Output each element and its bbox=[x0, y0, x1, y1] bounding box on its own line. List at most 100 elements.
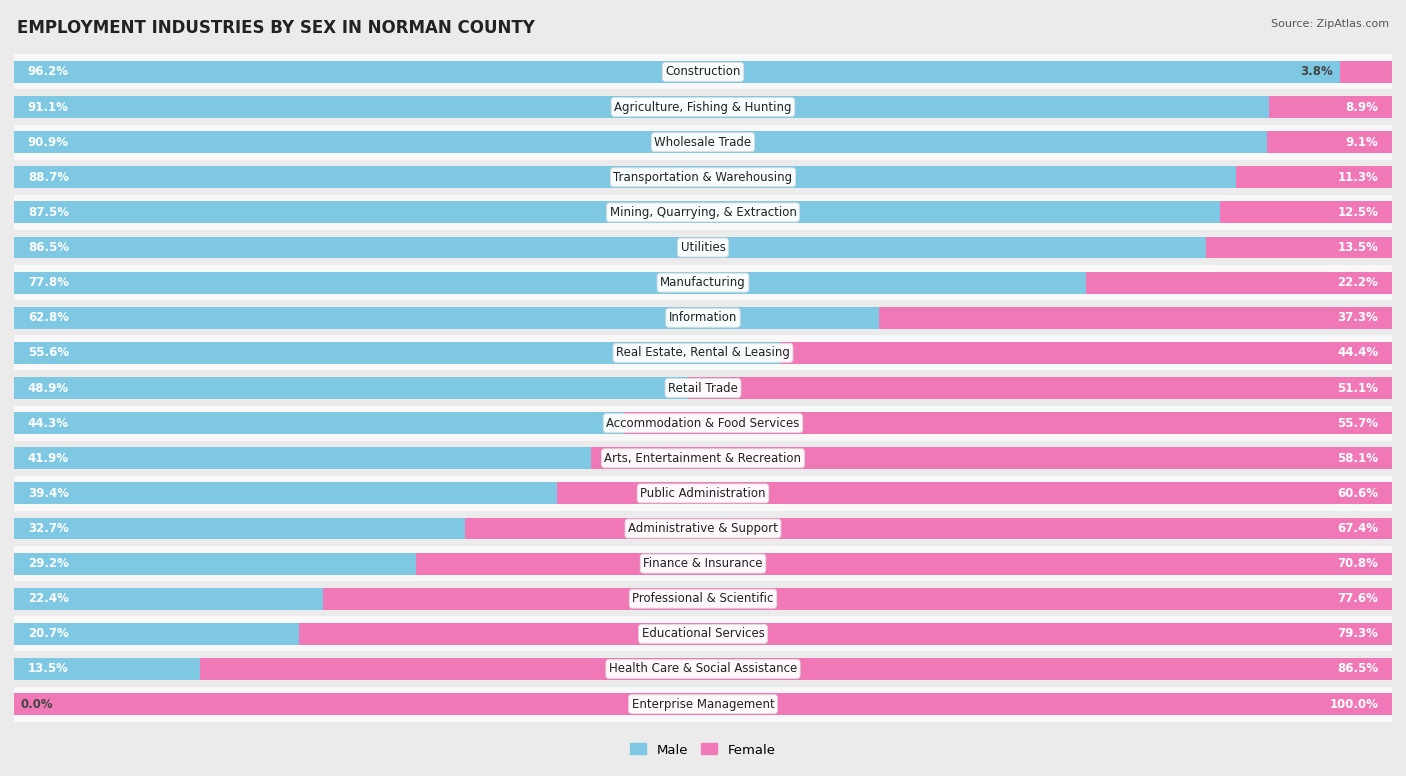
Bar bbox=[14, 518, 464, 539]
Text: 55.6%: 55.6% bbox=[28, 346, 69, 359]
Bar bbox=[14, 651, 1392, 687]
Text: 79.3%: 79.3% bbox=[1337, 627, 1378, 640]
Text: 91.1%: 91.1% bbox=[28, 101, 69, 113]
Bar bbox=[14, 623, 299, 645]
Bar bbox=[14, 687, 1392, 722]
Bar bbox=[14, 61, 1340, 83]
Bar bbox=[780, 342, 1392, 364]
Bar bbox=[592, 447, 1392, 469]
Text: 39.4%: 39.4% bbox=[28, 487, 69, 500]
Text: 77.6%: 77.6% bbox=[1337, 592, 1378, 605]
Bar bbox=[14, 166, 1236, 188]
Text: Wholesale Trade: Wholesale Trade bbox=[654, 136, 752, 149]
Bar bbox=[1220, 202, 1392, 223]
Text: Real Estate, Rental & Leasing: Real Estate, Rental & Leasing bbox=[616, 346, 790, 359]
Text: 70.8%: 70.8% bbox=[1337, 557, 1378, 570]
Bar bbox=[14, 693, 1392, 715]
Bar bbox=[1206, 237, 1392, 258]
Bar bbox=[416, 553, 1392, 574]
Bar bbox=[14, 54, 1392, 89]
Bar bbox=[14, 553, 416, 574]
Text: 13.5%: 13.5% bbox=[1337, 241, 1378, 254]
Bar bbox=[14, 265, 1392, 300]
Bar bbox=[14, 511, 1392, 546]
Text: 90.9%: 90.9% bbox=[28, 136, 69, 149]
Text: 9.1%: 9.1% bbox=[1346, 136, 1378, 149]
Bar bbox=[14, 202, 1220, 223]
Text: 41.9%: 41.9% bbox=[28, 452, 69, 465]
Text: 22.2%: 22.2% bbox=[1337, 276, 1378, 289]
Bar bbox=[14, 300, 1392, 335]
Text: Arts, Entertainment & Recreation: Arts, Entertainment & Recreation bbox=[605, 452, 801, 465]
Bar bbox=[1236, 166, 1392, 188]
Bar bbox=[14, 96, 1270, 118]
Text: 77.8%: 77.8% bbox=[28, 276, 69, 289]
Bar bbox=[14, 441, 1392, 476]
Bar bbox=[14, 272, 1085, 293]
Bar bbox=[14, 307, 879, 329]
Text: 29.2%: 29.2% bbox=[28, 557, 69, 570]
Bar bbox=[14, 89, 1392, 125]
Bar bbox=[14, 125, 1392, 160]
Text: 12.5%: 12.5% bbox=[1337, 206, 1378, 219]
Text: 3.8%: 3.8% bbox=[1301, 65, 1333, 78]
Bar bbox=[14, 377, 688, 399]
Text: 22.4%: 22.4% bbox=[28, 592, 69, 605]
Text: Agriculture, Fishing & Hunting: Agriculture, Fishing & Hunting bbox=[614, 101, 792, 113]
Bar bbox=[14, 483, 557, 504]
Text: 87.5%: 87.5% bbox=[28, 206, 69, 219]
Text: Professional & Scientific: Professional & Scientific bbox=[633, 592, 773, 605]
Text: Mining, Quarrying, & Extraction: Mining, Quarrying, & Extraction bbox=[610, 206, 796, 219]
Bar bbox=[624, 412, 1392, 434]
Bar bbox=[14, 370, 1392, 406]
Bar bbox=[14, 230, 1392, 265]
Bar bbox=[14, 406, 1392, 441]
Text: Accommodation & Food Services: Accommodation & Food Services bbox=[606, 417, 800, 430]
Bar bbox=[1085, 272, 1392, 293]
Text: 0.0%: 0.0% bbox=[21, 698, 53, 711]
Text: 62.8%: 62.8% bbox=[28, 311, 69, 324]
Text: Public Administration: Public Administration bbox=[640, 487, 766, 500]
Bar bbox=[14, 447, 592, 469]
Text: Administrative & Support: Administrative & Support bbox=[628, 522, 778, 535]
Bar bbox=[1340, 61, 1392, 83]
Text: 60.6%: 60.6% bbox=[1337, 487, 1378, 500]
Text: 55.7%: 55.7% bbox=[1337, 417, 1378, 430]
Bar bbox=[14, 588, 323, 610]
Text: Source: ZipAtlas.com: Source: ZipAtlas.com bbox=[1271, 19, 1389, 29]
Text: 11.3%: 11.3% bbox=[1337, 171, 1378, 184]
Bar bbox=[14, 131, 1267, 153]
Text: 32.7%: 32.7% bbox=[28, 522, 69, 535]
Bar bbox=[879, 307, 1393, 329]
Text: 20.7%: 20.7% bbox=[28, 627, 69, 640]
Bar bbox=[1267, 131, 1392, 153]
Text: 44.4%: 44.4% bbox=[1337, 346, 1378, 359]
Text: 44.3%: 44.3% bbox=[28, 417, 69, 430]
Text: 13.5%: 13.5% bbox=[28, 663, 69, 675]
Text: Manufacturing: Manufacturing bbox=[661, 276, 745, 289]
Bar bbox=[14, 237, 1206, 258]
Legend: Male, Female: Male, Female bbox=[626, 738, 780, 762]
Text: 86.5%: 86.5% bbox=[28, 241, 69, 254]
Text: Health Care & Social Assistance: Health Care & Social Assistance bbox=[609, 663, 797, 675]
Bar bbox=[14, 476, 1392, 511]
Text: 100.0%: 100.0% bbox=[1329, 698, 1378, 711]
Text: EMPLOYMENT INDUSTRIES BY SEX IN NORMAN COUNTY: EMPLOYMENT INDUSTRIES BY SEX IN NORMAN C… bbox=[17, 19, 534, 37]
Bar bbox=[14, 335, 1392, 370]
Text: Transportation & Warehousing: Transportation & Warehousing bbox=[613, 171, 793, 184]
Text: 96.2%: 96.2% bbox=[28, 65, 69, 78]
Text: Construction: Construction bbox=[665, 65, 741, 78]
Bar bbox=[14, 616, 1392, 651]
Bar bbox=[557, 483, 1392, 504]
Text: 58.1%: 58.1% bbox=[1337, 452, 1378, 465]
Text: 8.9%: 8.9% bbox=[1346, 101, 1378, 113]
Bar bbox=[323, 588, 1392, 610]
Bar bbox=[14, 658, 200, 680]
Bar bbox=[200, 658, 1392, 680]
Text: Information: Information bbox=[669, 311, 737, 324]
Text: 86.5%: 86.5% bbox=[1337, 663, 1378, 675]
Text: Enterprise Management: Enterprise Management bbox=[631, 698, 775, 711]
Bar bbox=[14, 412, 624, 434]
Text: 67.4%: 67.4% bbox=[1337, 522, 1378, 535]
Text: 51.1%: 51.1% bbox=[1337, 382, 1378, 394]
